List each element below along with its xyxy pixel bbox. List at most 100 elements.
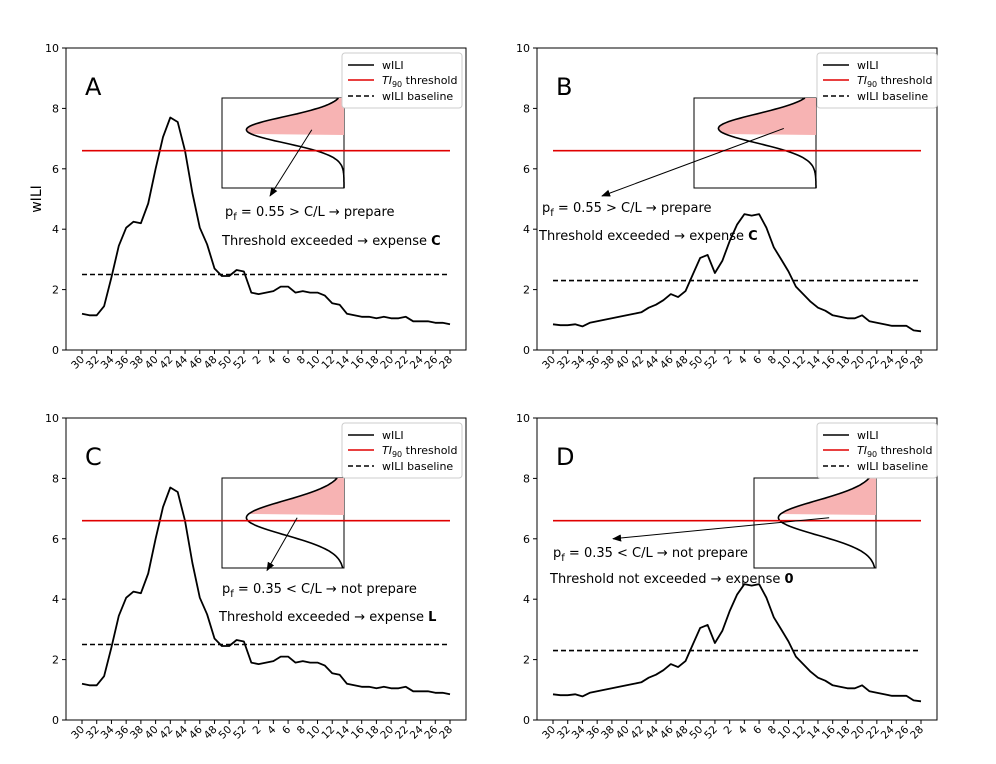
y-tick-label: 10 [45,42,59,55]
y-tick-label: 4 [52,593,59,606]
y-tick-label: 10 [45,412,59,425]
threshold-word: threshold [402,444,457,457]
expense-value: C [431,234,441,249]
x-tick-label: 28 [908,354,926,372]
outcome-text: Threshold exceeded → expense [221,234,431,249]
x-tick-label: 4 [736,723,749,736]
legend-label-wili: wILI [857,59,879,72]
outcome-annotation: Threshold exceeded → expense C [221,234,441,249]
axes-frame [536,47,938,351]
decision-arrow [612,517,830,542]
density-curve [717,97,817,188]
y-axis-label: wILI [29,185,45,213]
threshold-symbol: TI [857,74,867,87]
density-shaded-area [718,98,816,136]
threshold-word: threshold [402,74,457,87]
decision-annotation: pf = 0.35 < C/L → not prepare [553,546,748,564]
x-tick-label: 2 [722,354,735,367]
density-curve [245,97,345,188]
threshold-subscript: 90 [392,80,402,89]
expense-value: L [428,610,436,625]
decision-arrow [266,517,298,572]
x-tick-label: 52 [702,354,720,372]
prob-subscript: f [230,589,234,600]
y-tick-label: 6 [52,163,59,176]
density-shaded-area [246,98,344,136]
prob-symbol: p [542,201,550,216]
x-tick-label: 2 [722,724,735,737]
y-tick-label: 8 [523,102,530,115]
outcome-annotation: Threshold not exceeded → expense 0 [549,572,794,587]
legend-label-threshold: TI90 threshold [857,444,932,459]
legend-label-wili: wILI [382,59,404,72]
density-curve [777,477,876,569]
decision-text: = 0.55 > C/L → prepare [237,205,395,220]
x-tick-label: 28 [908,724,926,742]
threshold-subscript: 90 [867,450,877,459]
x-tick-label: 52 [702,724,720,742]
outcome-text: Threshold exceeded → expense [218,610,428,625]
y-tick-label: 4 [523,223,530,236]
threshold-symbol: TI [382,444,392,457]
y-tick-label: 10 [516,42,530,55]
threshold-word: threshold [877,74,932,87]
wili-series-line [81,486,451,696]
axes-frame [536,417,938,721]
prob-subscript: f [233,212,237,223]
y-tick-label: 2 [52,654,59,667]
decision-arrow [269,129,313,197]
decision-annotation: pf = 0.55 > C/L → prepare [542,201,712,219]
decision-text: = 0.35 < C/L → not prepare [234,582,417,597]
prob-symbol: p [225,205,233,220]
x-tick-label: 6 [280,353,293,366]
threshold-symbol: TI [857,444,867,457]
x-tick-label: 6 [280,723,293,736]
prob-symbol: p [222,582,230,597]
outcome-text: Threshold exceeded → expense [538,229,748,244]
x-tick-label: 28 [437,724,455,742]
y-tick-label: 8 [52,472,59,485]
decision-arrow [601,127,784,197]
legend-box [816,422,938,479]
y-tick-label: 10 [516,412,530,425]
y-tick-label: 2 [523,284,530,297]
decision-annotation: pf = 0.55 > C/L → prepare [225,205,395,223]
legend-box [341,422,463,479]
legend-label-wili: wILI [382,429,404,442]
x-tick-label: 4 [265,723,278,736]
legend-label-threshold: TI90 threshold [382,444,457,459]
x-tick-label: 52 [231,724,249,742]
legend: wILI TI90 threshold wILI baseline [816,52,938,109]
y-tick-label: 6 [523,533,530,546]
axes-frame [65,417,467,721]
y-tick-label: 0 [52,714,59,727]
legend-label-threshold: TI90 threshold [382,74,457,89]
threshold-word: threshold [877,444,932,457]
prob-subscript: f [561,553,565,564]
outcome-annotation: Threshold exceeded → expense C [538,229,758,244]
y-tick-label: 2 [52,284,59,297]
x-tick-label: 52 [231,354,249,372]
threshold-subscript: 90 [867,80,877,89]
x-tick-label: 6 [751,723,764,736]
legend-label-baseline: wILI baseline [382,460,453,473]
threshold-symbol: TI [382,74,392,87]
legend-box [816,52,938,109]
density-shaded-area [780,478,876,516]
y-tick-label: 2 [523,654,530,667]
x-tick-label: 4 [265,353,278,366]
legend-label-baseline: wILI baseline [857,90,928,103]
outcome-annotation: Threshold exceeded → expense L [218,610,436,625]
expense-value: C [748,229,758,244]
density-shaded-area [248,478,344,516]
axes-frame [65,47,467,351]
legend-box [341,52,463,109]
expense-value: 0 [785,572,794,587]
